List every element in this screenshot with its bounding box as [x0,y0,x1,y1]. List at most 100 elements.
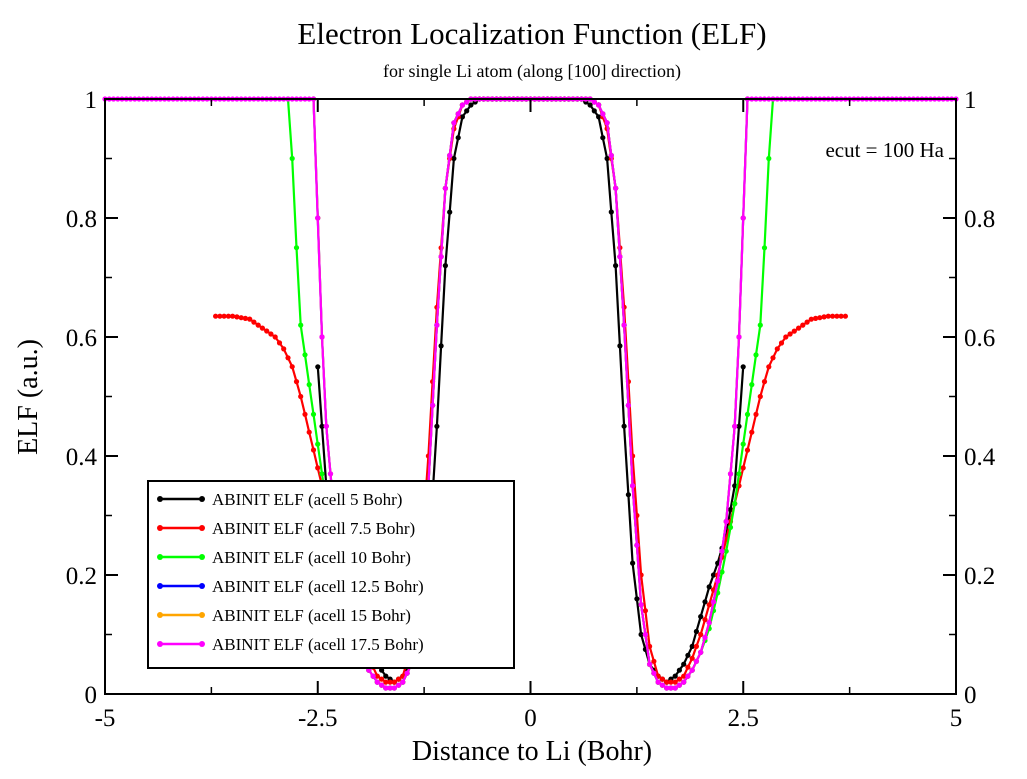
y-tick-label-left: 0 [85,682,98,709]
data-point [702,634,708,641]
data-point [613,263,619,269]
data-point [744,411,751,417]
data-point [706,620,712,626]
data-point [225,313,231,319]
data-point [617,343,623,349]
data-point [842,313,849,319]
data-point [285,355,291,361]
legend-marker [199,641,205,647]
data-point [306,382,312,388]
data-point [723,548,729,554]
data-point [438,254,444,260]
data-point [761,379,768,385]
data-point [672,673,678,679]
data-point [213,313,219,319]
data-point [608,152,614,159]
y-tick-label-left: 0.4 [66,444,98,471]
y-tick-label-left: 0.8 [66,206,97,233]
legend-marker [199,554,205,560]
data-point [791,328,797,334]
data-point [706,602,712,608]
data-point [387,685,393,691]
data-point [659,676,666,682]
data-point [749,382,755,388]
y-tick-label-right: 0 [964,682,977,709]
data-point [455,135,461,141]
y-tick-label-right: 0.6 [964,325,995,352]
data-point [834,313,840,319]
data-point [293,379,300,385]
data-point [774,346,780,352]
data-point [830,313,836,319]
data-point [217,313,223,319]
legend-label: ABINIT ELF (acell 15 Bohr) [212,606,411,625]
data-point [383,679,389,685]
data-point [370,673,376,679]
legend-marker [157,641,163,647]
x-axis-label: Distance to Li (Bohr) [412,736,652,767]
data-point [634,542,640,548]
data-point [315,465,321,471]
data-point [442,185,448,191]
data-point [630,560,636,566]
data-point [379,676,385,682]
data-point [319,334,325,340]
y-tick-label-left: 0.6 [66,325,97,352]
data-point [727,524,734,531]
data-point [676,667,683,673]
data-point [613,185,619,191]
data-point [310,447,317,453]
data-point [651,670,657,676]
data-point [698,649,704,656]
data-point [749,429,755,435]
data-point [685,652,691,658]
data-point [289,364,295,370]
data-point [796,325,802,331]
data-point [447,152,453,159]
data-point [693,643,700,650]
data-point [838,313,844,319]
y-axis-label: ELF (a.u.) [13,339,44,455]
data-point [689,667,695,673]
data-point [608,209,614,215]
data-point [736,471,742,477]
x-tick-label: 2.5 [728,705,759,732]
legend-marker [157,525,163,531]
data-point [766,155,772,162]
data-point [668,679,674,685]
data-point [383,685,389,691]
data-point [808,316,814,322]
data-point [434,322,440,328]
legend-marker [199,496,205,502]
data-point [451,155,457,162]
data-point [242,315,248,321]
data-point [281,346,287,352]
data-point [396,682,402,688]
data-point [732,423,738,429]
data-point [315,215,321,221]
y-tick-label-right: 0.8 [964,206,995,233]
data-point [693,628,700,635]
data-point [268,331,274,337]
data-point [668,685,674,691]
data-point [625,402,632,408]
x-tick-label: -2.5 [298,705,338,732]
data-point [732,501,738,507]
data-point [630,483,636,489]
data-point [298,393,304,400]
data-point [719,569,725,575]
data-point [302,352,308,358]
data-point [230,313,236,319]
data-point [621,423,627,429]
data-point [727,507,734,513]
legend-box [147,480,515,669]
data-point [617,254,623,260]
data-point [664,679,670,685]
data-point [736,334,742,340]
data-point [710,599,717,605]
data-point [761,245,768,251]
data-point [723,518,729,525]
x-tick-label: 5 [950,705,963,732]
data-point [391,685,397,691]
